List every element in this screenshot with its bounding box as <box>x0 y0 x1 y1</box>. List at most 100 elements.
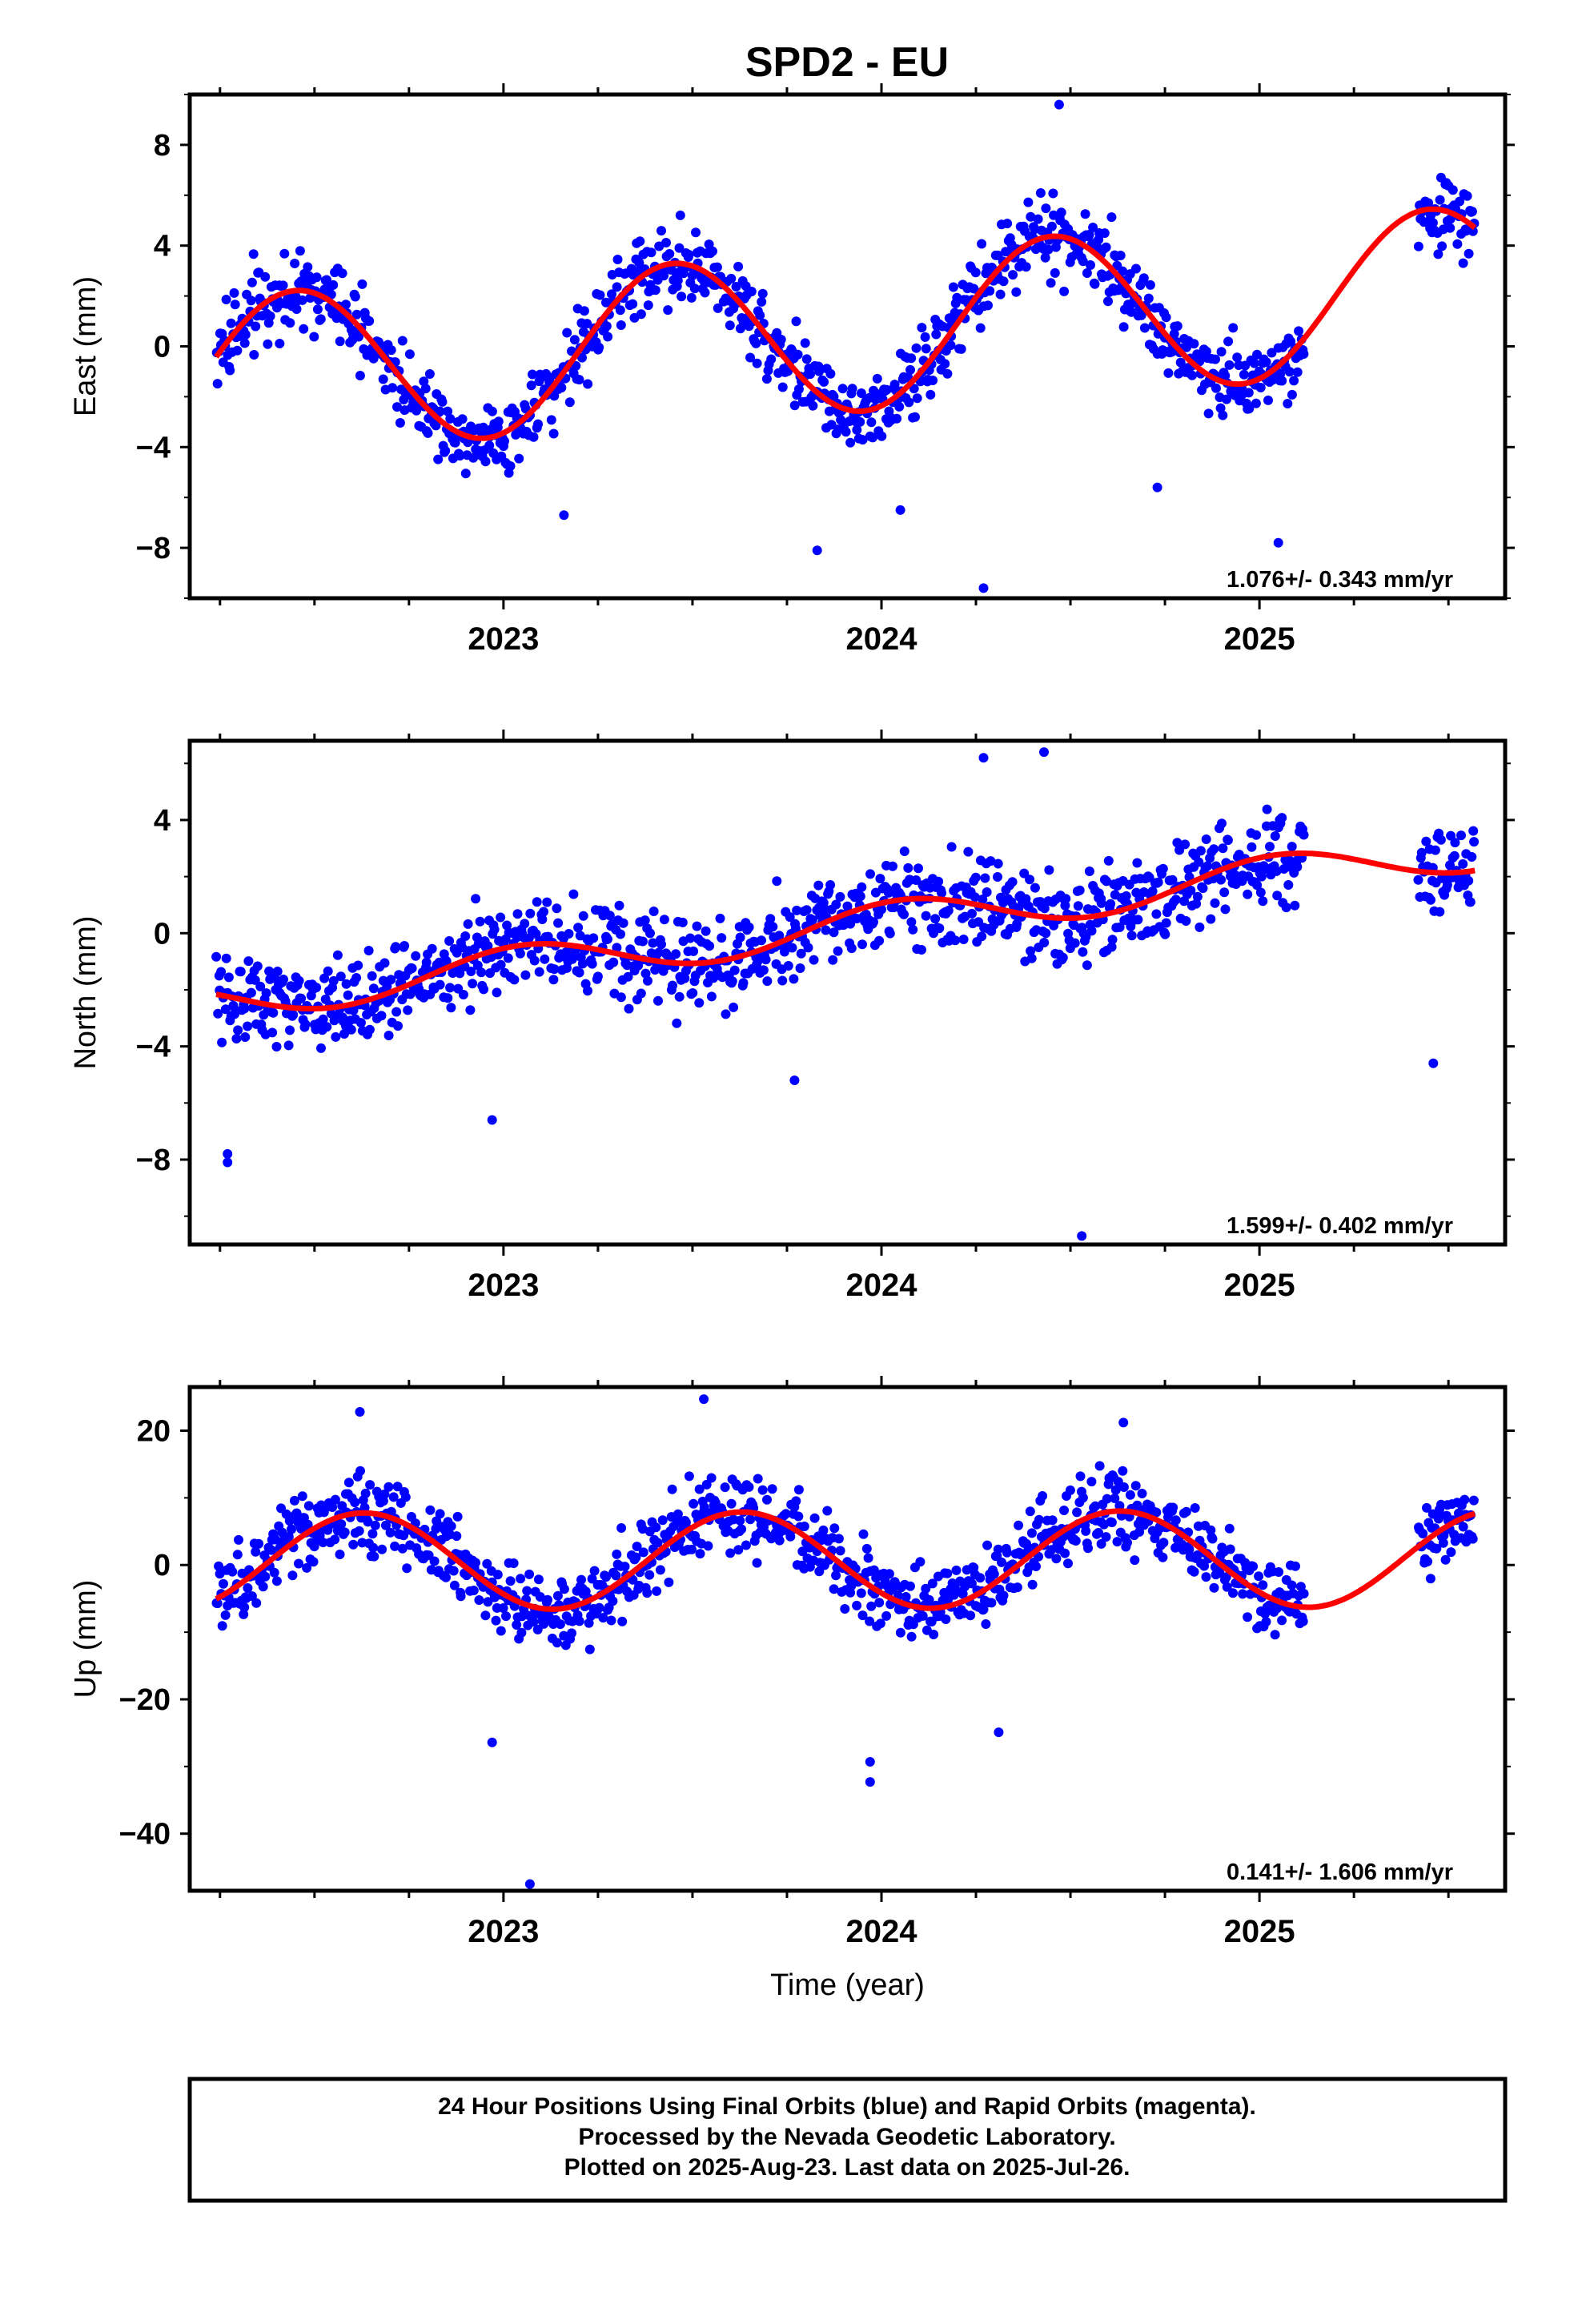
data-point <box>655 1565 665 1575</box>
data-point <box>335 1550 345 1559</box>
data-point <box>807 915 817 925</box>
data-point <box>1247 842 1257 852</box>
data-point <box>528 1617 539 1627</box>
data-point <box>1223 336 1234 347</box>
data-point <box>1138 273 1149 283</box>
data-point <box>381 1520 391 1530</box>
data-point <box>1468 826 1479 836</box>
data-point <box>1172 838 1182 848</box>
data-point <box>354 332 363 342</box>
data-point <box>911 875 921 885</box>
data-point <box>911 343 921 353</box>
data-point <box>226 318 236 328</box>
data-point <box>1034 1514 1044 1525</box>
data-point <box>379 958 390 968</box>
data-point <box>1251 398 1261 408</box>
data-point <box>1228 1588 1238 1598</box>
data-point <box>441 1572 451 1582</box>
data-point <box>1075 1471 1086 1482</box>
data-point <box>617 1616 628 1626</box>
data-point <box>1274 1567 1284 1577</box>
data-point <box>1261 357 1271 368</box>
data-point <box>687 1544 697 1554</box>
data-point <box>1423 198 1434 208</box>
data-point <box>294 975 304 986</box>
data-point <box>227 1566 238 1577</box>
data-point <box>1289 376 1299 386</box>
data-point <box>1158 1552 1168 1562</box>
data-point <box>348 1539 359 1550</box>
data-point <box>721 1009 731 1019</box>
data-point <box>598 1613 608 1623</box>
data-point <box>601 1572 611 1582</box>
data-point <box>378 374 388 384</box>
data-point <box>906 1631 917 1642</box>
fit-line <box>215 850 1476 1011</box>
data-point <box>229 287 239 298</box>
data-point <box>1077 1231 1087 1241</box>
data-point <box>1107 935 1118 945</box>
data-point <box>656 939 666 950</box>
data-point <box>326 289 336 300</box>
data-point <box>234 1534 243 1545</box>
data-point <box>221 295 231 304</box>
data-point <box>809 955 819 965</box>
data-point <box>435 979 445 990</box>
data-point <box>391 942 401 952</box>
data-point <box>322 275 331 285</box>
data-point <box>977 931 987 942</box>
data-point <box>766 354 777 364</box>
data-point <box>840 1604 850 1614</box>
data-point <box>1255 383 1266 392</box>
data-point <box>364 1024 375 1035</box>
data-point <box>791 316 801 327</box>
data-point <box>809 1513 820 1523</box>
data-point <box>383 1031 394 1040</box>
data-point <box>290 259 300 268</box>
data-point <box>726 1498 737 1509</box>
data-point <box>1287 1580 1297 1590</box>
data-point <box>1430 845 1440 855</box>
data-point <box>1428 1058 1439 1068</box>
data-point <box>524 1569 535 1579</box>
data-point <box>638 1547 648 1558</box>
data-point <box>1072 1507 1082 1518</box>
data-point <box>1114 922 1125 932</box>
data-point <box>1088 223 1098 232</box>
y-tick-label: −20 <box>119 1683 171 1717</box>
plot-frame <box>187 1385 1508 1893</box>
data-point <box>1298 1616 1308 1626</box>
data-point <box>559 1584 569 1594</box>
data-point <box>837 384 848 394</box>
data-point <box>664 1577 674 1587</box>
data-point <box>1181 1506 1191 1517</box>
data-point <box>822 1506 833 1516</box>
data-point <box>1189 339 1199 349</box>
data-point <box>533 419 543 429</box>
data-point <box>1201 834 1211 844</box>
data-point <box>243 1583 253 1593</box>
data-point <box>355 1018 366 1028</box>
data-point <box>458 990 468 999</box>
data-point <box>463 919 473 929</box>
data-point <box>982 1540 993 1550</box>
data-point <box>966 1578 977 1589</box>
data-point <box>875 874 885 884</box>
data-point <box>905 364 915 375</box>
data-point <box>761 955 771 965</box>
rate-background <box>1169 1850 1457 1888</box>
data-point <box>1222 1582 1232 1592</box>
data-point <box>874 1598 885 1608</box>
data-point <box>825 880 836 890</box>
data-point <box>970 892 980 903</box>
data-point <box>537 915 548 924</box>
data-point <box>744 1482 754 1492</box>
data-point <box>1065 1485 1075 1495</box>
data-point <box>1445 860 1455 870</box>
data-point <box>271 1042 282 1051</box>
data-point <box>1216 347 1227 357</box>
data-point <box>706 1473 717 1483</box>
data-point <box>700 287 710 298</box>
data-point <box>468 979 478 989</box>
data-point <box>348 1005 359 1015</box>
